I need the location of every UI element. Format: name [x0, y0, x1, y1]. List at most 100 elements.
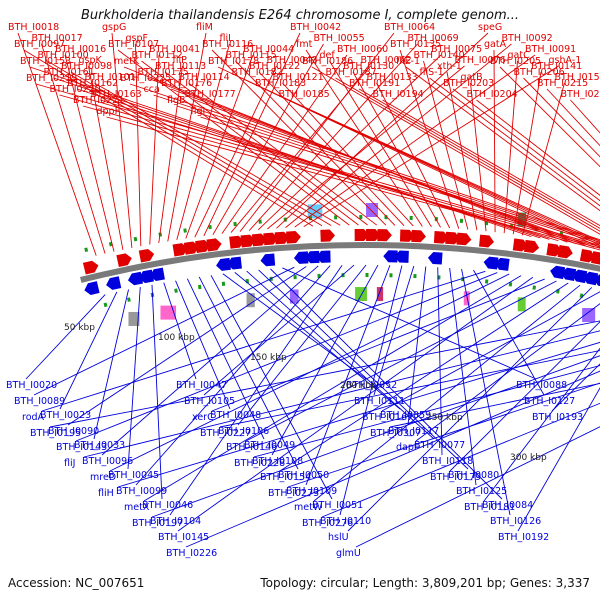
- reverse-gene-label: BTH_I0059: [380, 410, 431, 421]
- reverse-connector: [321, 402, 600, 518]
- feature-block: [517, 212, 527, 227]
- reverse-connector: [151, 284, 163, 500]
- forward-connector: [405, 66, 600, 212]
- forward-gene-label: def: [320, 50, 336, 61]
- forward-gene-label: BTH_I0107: [108, 39, 159, 50]
- forward-gene-arrow: [366, 229, 381, 242]
- reverse-gene-label: BTH_I0145: [158, 532, 209, 543]
- forward-gene-label: BTH_I0114: [179, 72, 230, 83]
- forward-connector: [452, 88, 600, 202]
- reverse-gene-label: BTH_I0104: [150, 516, 201, 527]
- reverse-gene-label: rodA: [22, 412, 45, 423]
- forward-gene-arrow: [456, 232, 472, 246]
- reverse-gene-arrow: [561, 267, 577, 282]
- forward-gene-label: BTH_I0043: [267, 55, 318, 66]
- reverse-connector: [177, 276, 534, 532]
- forward-connector: [111, 32, 133, 249]
- forward-gene-arrow: [411, 229, 426, 243]
- forward-gene-label: BTH_I0060: [337, 44, 388, 55]
- forward-gene-label: BTH_I0055: [314, 33, 365, 44]
- reverse-gene-label: BTH_I0047: [176, 380, 227, 391]
- reverse-connector: [198, 276, 299, 470]
- reverse-gene-arrow: [127, 271, 144, 286]
- reverse-connector: [355, 426, 600, 548]
- reverse-gene-label: BTH_I0105: [184, 396, 235, 407]
- reverse-gene-label: BTH_I0050: [278, 470, 329, 481]
- reverse-gene-label: dapF: [396, 442, 419, 453]
- feature-block: [376, 287, 384, 302]
- reverse-gene-arrow: [305, 250, 320, 264]
- forward-gene-arrow: [512, 238, 528, 252]
- reverse-connector: [175, 280, 231, 410]
- reverse-connector: [271, 264, 379, 456]
- forward-gene-label: BTH_I0153: [20, 56, 71, 67]
- forward-gene-label: BTH_I0186: [302, 56, 353, 67]
- reverse-gene-label: BTH_I0052: [346, 380, 397, 391]
- reverse-gene-arrow: [494, 257, 510, 271]
- forward-gene-label: BTH_I0203: [443, 78, 494, 89]
- reverse-connector: [127, 287, 141, 470]
- reverse-connector: [163, 282, 197, 380]
- map-title: Burkholderia thailandensis E264 chromoso…: [80, 8, 520, 23]
- feature-block: [355, 287, 367, 302]
- forward-gene-label: BTH_I0162: [67, 78, 118, 89]
- forward-gene-label: BTH_I0100: [38, 50, 89, 61]
- gene-arrow-track: [82, 203, 600, 326]
- forward-connector: [429, 77, 600, 207]
- forward-gene-label: BTH_I0191: [349, 78, 400, 89]
- forward-connector: [185, 54, 254, 239]
- forward-connector: [203, 32, 301, 237]
- forward-gene-label: fliP: [173, 55, 188, 66]
- reverse-gene-label: fliH: [98, 488, 114, 499]
- forward-gene-arrow: [229, 235, 245, 249]
- scale-label: 300 kbp: [510, 453, 547, 463]
- feature-block: [366, 203, 378, 218]
- feature-block: [582, 308, 596, 323]
- forward-gene-arrow: [320, 229, 336, 242]
- forward-gene-arrow: [546, 243, 562, 257]
- feature-block: [517, 297, 526, 312]
- forward-gene-label: BTH_I0215: [537, 78, 588, 89]
- forward-connector: [311, 66, 600, 235]
- scale-labels: 50 kbp 100 kbp 150 kbp 200 kbp 250 kbp 300 kb…: [64, 323, 547, 463]
- forward-gene-label: fliM: [196, 22, 213, 33]
- forward-gene-arrow: [523, 239, 540, 254]
- reverse-connector: [473, 269, 545, 396]
- forward-gene-label: BTH_I0150: [555, 72, 600, 83]
- reverse-gene-arrow: [594, 274, 600, 287]
- reverse-gene-label: xerC: [192, 412, 214, 423]
- reverse-connector: [415, 303, 600, 442]
- tick-marker: [127, 297, 131, 302]
- forward-connector: [17, 32, 97, 256]
- reverse-connector: [211, 278, 545, 412]
- forward-gene-label: BTH_I0135: [390, 39, 441, 50]
- forward-connector: [276, 32, 489, 229]
- reverse-connector: [270, 268, 503, 500]
- forward-connector: [523, 77, 600, 158]
- forward-gene-label: BTH_I0175: [138, 67, 189, 78]
- forward-gene-label: cca: [144, 84, 160, 95]
- forward-gene-label: BTH_I0130: [343, 61, 394, 72]
- reverse-gene-label: BTH_I0084: [482, 500, 533, 511]
- forward-connector: [167, 32, 207, 242]
- scale-tick-markers: [84, 215, 589, 308]
- reverse-gene-label: BTH_I0195: [30, 428, 81, 439]
- reverse-gene-arrow: [483, 256, 499, 270]
- forward-gene-label: BTH_I0098: [61, 61, 112, 72]
- feature-block: [246, 293, 255, 308]
- tick-marker: [108, 241, 113, 247]
- reverse-gene-label: fliJ: [64, 458, 75, 469]
- forward-connector: [129, 83, 600, 241]
- reverse-gene-label: BTH_I0197: [132, 518, 183, 529]
- forward-connector: [476, 99, 600, 196]
- reverse-gene-label: BTH_I0273: [268, 488, 319, 499]
- forward-gene-label: BTH_I0042: [290, 22, 341, 33]
- forward-connector: [335, 77, 600, 232]
- reverse-gene-label: glmU: [336, 548, 361, 559]
- forward-connector: [382, 99, 600, 227]
- forward-gene-arrow: [433, 231, 449, 244]
- reverse-gene-label: BTH_I0106: [218, 426, 269, 437]
- forward-gene-label: BTH_I0133: [367, 72, 418, 83]
- reverse-gene-arrow: [293, 251, 309, 264]
- tick-marker: [103, 302, 108, 308]
